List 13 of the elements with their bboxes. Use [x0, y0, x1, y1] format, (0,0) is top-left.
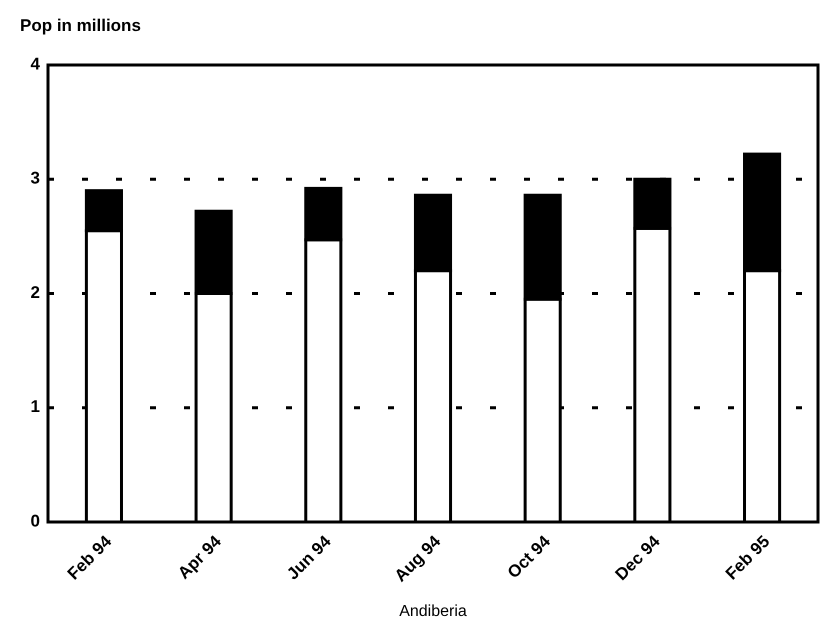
y-tick-label: 1	[30, 397, 40, 416]
x-axis-title: Andiberia	[399, 603, 467, 620]
x-tick-label: Feb 94	[64, 531, 116, 584]
x-tick-label: Dec 94	[611, 532, 664, 584]
y-axis-title: Pop in millions	[20, 16, 141, 35]
y-tick-label: 2	[30, 282, 40, 302]
x-tick-label: Feb 95	[722, 532, 774, 584]
x-tick-label: Jun 94	[283, 531, 336, 584]
y-tick-label: 0	[30, 511, 40, 530]
y-tick-label: 3	[30, 168, 40, 188]
x-tick-label: Oct 94	[504, 532, 554, 582]
x-tick-label: Apr 94	[174, 532, 226, 583]
y-tick-label: 4	[30, 54, 41, 74]
